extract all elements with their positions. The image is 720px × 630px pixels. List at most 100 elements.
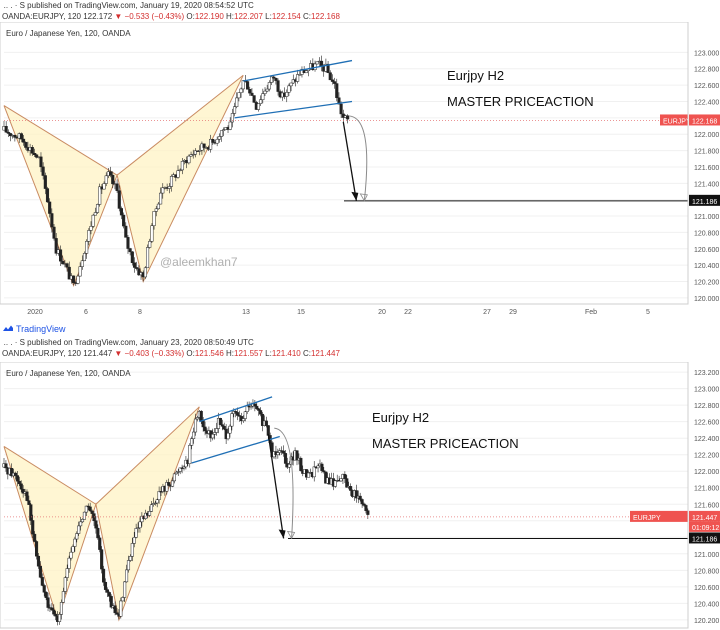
- candle-body: [263, 90, 267, 94]
- y-tick-label: 121.800: [694, 486, 719, 493]
- channel-upper-line: [243, 59, 353, 82]
- candle-body: [215, 139, 219, 144]
- candle-body: [103, 581, 108, 590]
- candle-body: [93, 212, 97, 216]
- candle-body: [6, 131, 10, 134]
- candle-body: [4, 463, 8, 469]
- candle-body: [333, 480, 337, 487]
- candle-body: [203, 426, 207, 432]
- chart-panel-bottom: TradingView .. . · S published on Tradin…: [0, 322, 720, 630]
- candle-body: [69, 551, 73, 559]
- candle-body: [128, 556, 132, 561]
- candle-body: [38, 565, 42, 578]
- candle-body: [349, 486, 353, 491]
- candle-body: [339, 103, 343, 115]
- candle-body: [320, 60, 324, 66]
- candle-body: [32, 153, 37, 155]
- candle-body: [149, 504, 154, 512]
- candle-body: [50, 213, 54, 228]
- annotation-title: Eurjpy H2: [447, 68, 504, 83]
- candle-body: [190, 438, 194, 446]
- candle-body: [265, 88, 269, 92]
- y-tick-label: 123.000: [694, 50, 719, 57]
- candle-body: [287, 85, 291, 93]
- y-tick-label: 120.000: [694, 296, 719, 303]
- price-chart-top[interactable]: 120.000 120.200 120.400 120.600 120.800 121.0…: [0, 22, 720, 320]
- candle-body: [316, 465, 320, 469]
- candle-body: [211, 138, 215, 143]
- candle-body: [155, 499, 159, 504]
- candle-body: [109, 171, 113, 176]
- y-tick-label: 120.800: [694, 230, 719, 237]
- candle-body: [276, 452, 280, 456]
- y-tick-label: 123.200: [694, 370, 719, 377]
- price-tag-label-bg: [660, 114, 688, 126]
- candle-body: [132, 262, 137, 268]
- candle-body: [8, 133, 13, 137]
- y-tick-label: 122.600: [694, 83, 719, 90]
- y-tick-label: 121.000: [694, 552, 719, 559]
- candle-body: [195, 417, 199, 420]
- price-tag-label-bg: [630, 510, 688, 522]
- candle-body: [283, 453, 288, 464]
- candle-body: [261, 93, 265, 100]
- candle-body: [282, 450, 286, 454]
- candle-body: [248, 89, 252, 94]
- price-tag-value-bg: [689, 510, 720, 522]
- price-chart-bottom[interactable]: 120.200120.400120.600120.800121.000121.2…: [0, 362, 720, 630]
- candle-body: [45, 188, 50, 203]
- candle-body: [50, 607, 54, 611]
- candle-body: [272, 76, 276, 79]
- candle-body: [96, 527, 100, 539]
- candle-body: [182, 466, 186, 469]
- candle-body: [274, 77, 278, 81]
- candle-body: [119, 600, 123, 617]
- channel-upper-line: [199, 396, 273, 423]
- y-tick-label: 123.000: [694, 387, 719, 394]
- candle-body: [237, 92, 241, 99]
- x-tick-label: 22: [404, 309, 412, 316]
- candle-body: [78, 266, 82, 277]
- ohlc-line: OANDA:EURJPY, 120 121.447 ▼ −0.403 (−0.3…: [2, 349, 340, 358]
- watermark: @aleemkhan7: [160, 255, 238, 269]
- y-tick-label: 120.200: [694, 618, 719, 625]
- candle-body: [121, 597, 125, 602]
- candle-body: [71, 546, 75, 553]
- countdown-bg: [689, 521, 720, 532]
- candle-body: [174, 471, 178, 475]
- candle-body: [219, 130, 224, 137]
- candle-body: [88, 506, 92, 512]
- candle-body: [146, 247, 150, 269]
- candle-body: [250, 92, 254, 96]
- candle-body: [135, 267, 139, 269]
- candle-body: [65, 568, 69, 578]
- candle-body: [304, 70, 308, 74]
- price-tag-value: 122.168: [692, 118, 717, 125]
- candle-body: [52, 226, 56, 239]
- candle-body: [249, 405, 253, 408]
- candle-body: [269, 76, 274, 83]
- candle-body: [125, 569, 129, 583]
- candle-body: [176, 170, 180, 178]
- candle-body: [364, 505, 368, 511]
- y-tick-label: 120.600: [694, 247, 719, 254]
- candle-body: [31, 520, 35, 535]
- candle-body: [115, 612, 119, 615]
- candle-body: [259, 410, 263, 415]
- candle-body: [13, 134, 17, 138]
- candle-body: [102, 183, 106, 190]
- x-tick-label: Feb: [585, 309, 597, 316]
- candle-body: [330, 79, 334, 82]
- candle-body: [260, 413, 265, 426]
- candle-body: [82, 511, 86, 520]
- y-tick-label: 122.800: [694, 67, 719, 74]
- candle-body: [130, 251, 134, 264]
- candle-body: [256, 103, 261, 110]
- candle-body: [343, 474, 347, 479]
- candle-body: [228, 425, 232, 434]
- candle-body: [255, 405, 259, 409]
- candle-body: [241, 418, 245, 422]
- annotation-subtitle: MASTER PRICEACTION: [447, 94, 594, 109]
- candle-body: [10, 468, 14, 477]
- y-tick-label: 122.400: [694, 99, 719, 106]
